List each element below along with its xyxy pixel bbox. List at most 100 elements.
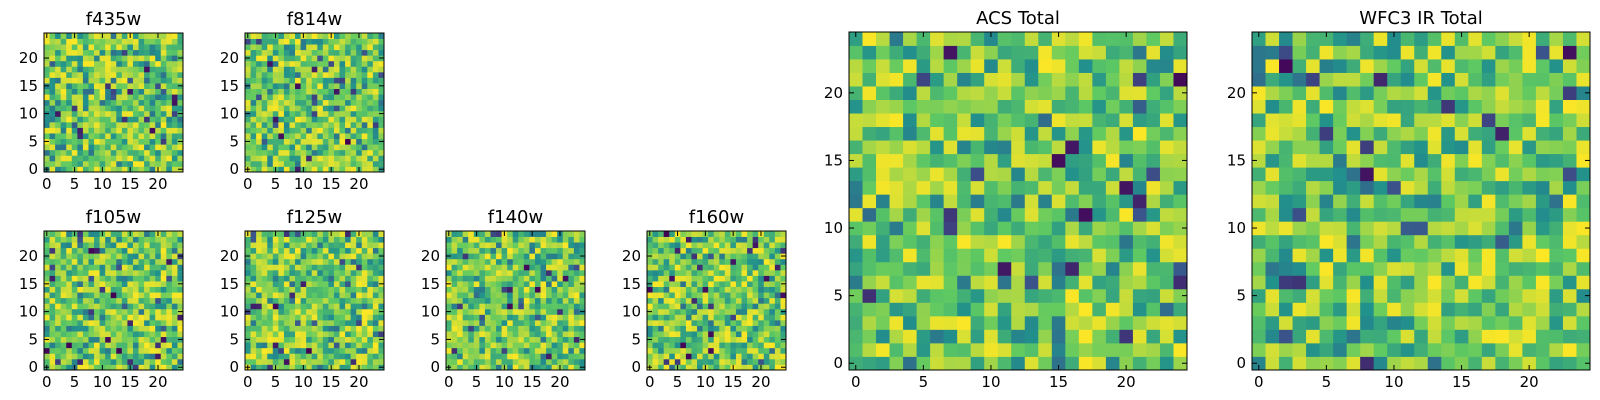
heatmap-cell <box>155 116 162 123</box>
heatmap-cell <box>1078 234 1093 249</box>
heatmap-cell <box>562 336 569 343</box>
heatmap-cell <box>333 60 340 67</box>
heatmap-cell <box>970 288 985 303</box>
heatmap-cell <box>356 286 363 293</box>
heatmap-cell <box>462 275 469 282</box>
heatmap-cell <box>997 167 1012 182</box>
heatmap-cell <box>339 149 346 156</box>
heatmap-cell <box>507 269 514 276</box>
heatmap-cell <box>579 347 586 354</box>
heatmap-cell <box>44 297 50 304</box>
heatmap-cell <box>94 336 100 343</box>
heatmap-cell <box>1535 248 1550 263</box>
heatmap-cell <box>105 253 112 260</box>
heatmap-cell <box>735 336 742 343</box>
heatmap-cell <box>49 105 56 112</box>
heatmap-cell <box>479 269 486 276</box>
heatmap-cell <box>361 166 368 173</box>
heatmap-cell <box>272 94 279 101</box>
heatmap-cell <box>970 194 985 209</box>
heatmap-cell <box>573 292 580 299</box>
heatmap-cell <box>1038 113 1053 128</box>
heatmap-cell <box>769 319 776 326</box>
heatmap-cell <box>916 32 931 46</box>
heatmap-cell <box>339 44 346 51</box>
heatmap-cell <box>551 331 558 338</box>
heatmap-cell <box>507 319 514 326</box>
heatmap-cell <box>77 325 84 332</box>
heatmap-cell <box>272 110 279 117</box>
heatmap-cell <box>512 342 519 349</box>
x-tick-label: 10 <box>495 373 514 391</box>
heatmap-cell <box>295 258 301 265</box>
heatmap-cell <box>295 325 301 332</box>
y-tick-label: 10 <box>220 105 239 123</box>
heatmap-cell <box>372 144 379 151</box>
heatmap-cell <box>333 166 340 173</box>
heatmap-cell <box>507 331 514 338</box>
heatmap-cell <box>747 319 754 326</box>
heatmap-cell <box>997 45 1012 60</box>
heatmap-cell <box>702 347 709 354</box>
heatmap-cell <box>356 342 363 349</box>
heatmap-cell <box>1346 221 1361 236</box>
heatmap-cell <box>149 286 156 293</box>
heatmap-cell <box>849 315 863 330</box>
heatmap-cell <box>557 358 564 365</box>
heatmap-cell <box>930 153 945 168</box>
heatmap-cell <box>361 264 368 271</box>
heatmap-cell <box>356 88 363 95</box>
heatmap-cell <box>272 38 279 45</box>
heatmap-cell <box>889 194 904 209</box>
heatmap-cell <box>568 292 575 299</box>
heatmap-cell <box>300 133 307 140</box>
heatmap-cell <box>1159 45 1174 60</box>
heatmap-cell <box>916 342 931 357</box>
heatmap-cell <box>272 319 279 326</box>
heatmap-cell <box>82 138 89 145</box>
heatmap-cell <box>568 242 575 249</box>
heatmap-cell <box>501 336 508 343</box>
heatmap-cell <box>250 331 257 338</box>
heatmap-cell <box>1508 288 1523 303</box>
heatmap-cell <box>562 364 569 371</box>
heatmap-cell <box>116 331 123 338</box>
x-tick-label: 0 <box>851 373 861 391</box>
heatmap-cell <box>261 144 268 151</box>
heatmap-cell <box>345 44 352 51</box>
heatmap-cell <box>685 292 692 299</box>
heatmap-cell <box>261 269 268 276</box>
x-tick-label: 10 <box>294 373 313 391</box>
heatmap-cell <box>289 144 296 151</box>
heatmap-cell <box>957 221 972 236</box>
heatmap-cell <box>1119 356 1134 371</box>
heatmap-cell <box>468 253 475 260</box>
heatmap-cell <box>60 247 67 254</box>
panel-title: f125w <box>287 207 342 228</box>
heatmap-cell <box>876 207 890 222</box>
heatmap-cell <box>708 319 715 326</box>
heatmap-cell <box>283 286 290 293</box>
heatmap-cell <box>997 288 1012 303</box>
heatmap-cell <box>267 127 274 134</box>
heatmap-cell <box>916 207 931 222</box>
heatmap-cell <box>685 247 692 254</box>
heatmap-cell <box>1373 315 1388 330</box>
heatmap-cell <box>127 60 134 67</box>
heatmap-cell <box>311 303 318 310</box>
heatmap-cell <box>708 292 715 299</box>
heatmap-cell <box>862 72 877 87</box>
heatmap-cell <box>328 127 335 134</box>
heatmap-cell <box>94 94 100 101</box>
heatmap-cell <box>758 303 765 310</box>
heatmap-cell <box>105 60 112 67</box>
heatmap-cell <box>44 155 50 162</box>
heatmap-cell <box>557 264 564 271</box>
heatmap-cell <box>278 105 285 112</box>
heatmap-cell <box>283 258 290 265</box>
heatmap-cell <box>774 281 781 287</box>
heatmap-cell <box>144 55 151 62</box>
heatmap-cell <box>849 113 863 128</box>
heatmap-cell <box>245 325 251 332</box>
heatmap-cell <box>691 308 698 315</box>
